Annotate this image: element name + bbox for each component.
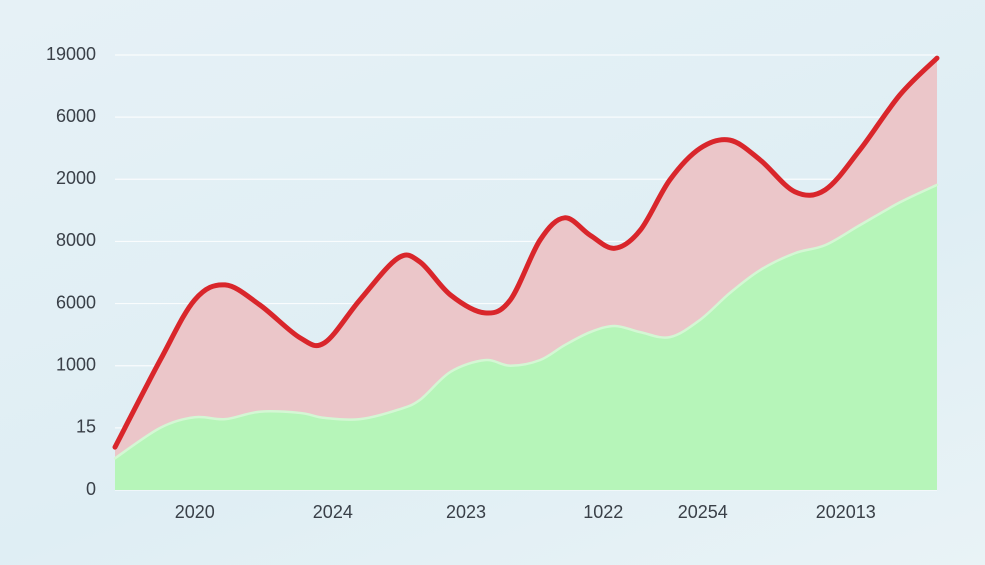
x-tick-label: 202013 [816, 502, 876, 522]
y-tick-label: 8000 [56, 230, 96, 250]
x-tick-label: 2024 [313, 502, 353, 522]
x-tick-label: 2023 [446, 502, 486, 522]
x-tick-label: 2020 [175, 502, 215, 522]
line [113, 183, 939, 460]
y-tick-label: 15 [76, 417, 96, 437]
y-tick-label: 6000 [56, 292, 96, 312]
y-tick-label: 2000 [56, 168, 96, 188]
x-tick-label: 1022 [583, 502, 623, 522]
area [115, 184, 937, 490]
y-tick-label: 1000 [56, 354, 96, 374]
y-tick-label: 0 [86, 479, 96, 499]
line [112, 55, 940, 450]
y-tick-label: 19000 [46, 44, 96, 64]
x-tick-label: 20254 [678, 502, 728, 522]
y-tick-label: 6000 [56, 106, 96, 126]
